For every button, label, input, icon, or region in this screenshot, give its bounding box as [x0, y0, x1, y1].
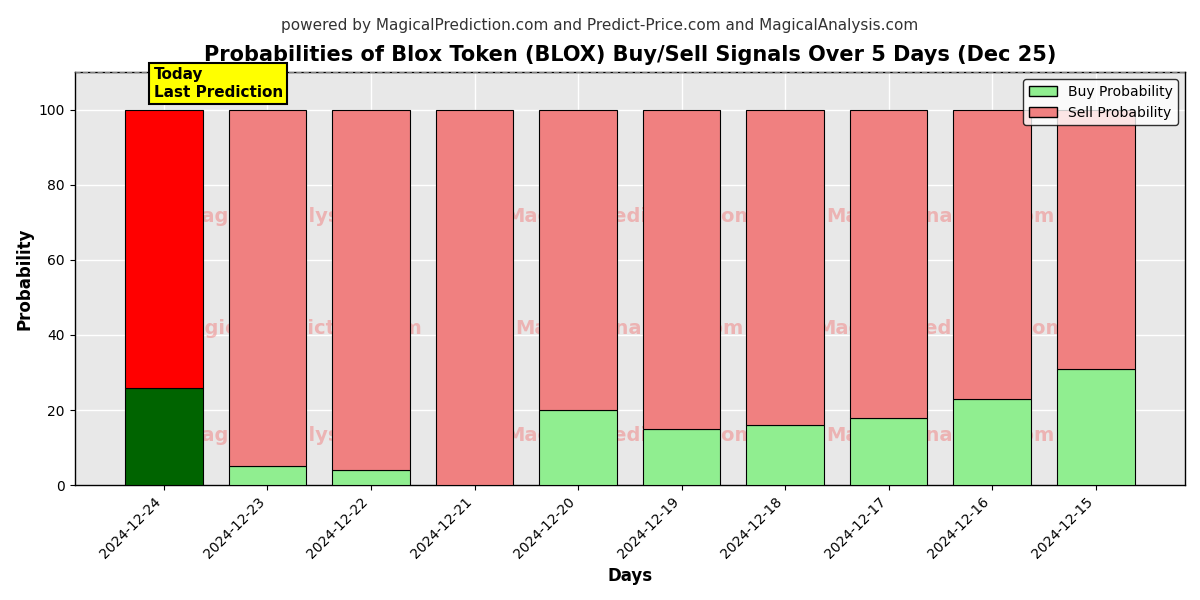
Text: powered by MagicalPrediction.com and Predict-Price.com and MagicalAnalysis.com: powered by MagicalPrediction.com and Pre…	[281, 18, 919, 33]
Text: MagicalAnalysis.com: MagicalAnalysis.com	[516, 319, 744, 338]
Y-axis label: Probability: Probability	[16, 227, 34, 330]
Bar	[953, 110, 1031, 399]
Bar	[125, 388, 203, 485]
Bar	[539, 410, 617, 485]
Text: MagicalPrediction.com: MagicalPrediction.com	[505, 426, 755, 445]
Text: MagicalAnalysis.com: MagicalAnalysis.com	[827, 207, 1055, 226]
Bar	[1057, 369, 1134, 485]
X-axis label: Days: Days	[607, 567, 653, 585]
Text: Today
Last Prediction: Today Last Prediction	[154, 67, 283, 100]
Text: MagicalAnalysis.com: MagicalAnalysis.com	[827, 426, 1055, 445]
Bar	[746, 110, 824, 425]
Text: MagicalAnalysis.com: MagicalAnalysis.com	[182, 207, 410, 226]
Text: MagicalPrediction.com: MagicalPrediction.com	[505, 207, 755, 226]
Bar	[850, 110, 928, 418]
Bar	[1057, 110, 1134, 369]
Text: MagicalPrediction.com: MagicalPrediction.com	[816, 319, 1066, 338]
Title: Probabilities of Blox Token (BLOX) Buy/Sell Signals Over 5 Days (Dec 25): Probabilities of Blox Token (BLOX) Buy/S…	[204, 45, 1056, 65]
Bar	[332, 470, 410, 485]
Legend: Buy Probability, Sell Probability: Buy Probability, Sell Probability	[1024, 79, 1178, 125]
Text: MagicalPrediction.com: MagicalPrediction.com	[172, 319, 421, 338]
Bar	[539, 110, 617, 410]
Bar	[125, 110, 203, 388]
Bar	[953, 399, 1031, 485]
Bar	[850, 418, 928, 485]
Bar	[229, 110, 306, 466]
Bar	[332, 110, 410, 470]
Bar	[436, 110, 514, 485]
Bar	[229, 466, 306, 485]
Bar	[643, 429, 720, 485]
Bar	[746, 425, 824, 485]
Text: MagicalAnalysis.com: MagicalAnalysis.com	[182, 426, 410, 445]
Bar	[643, 110, 720, 429]
